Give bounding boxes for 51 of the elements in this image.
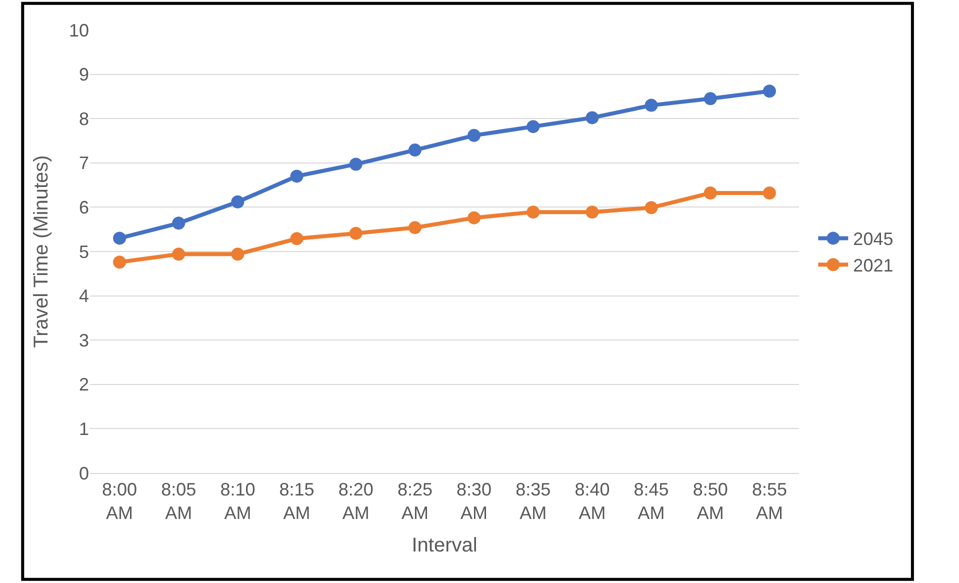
point bbox=[468, 128, 481, 142]
x-tick-label: 8:50 AM bbox=[692, 480, 728, 523]
x-tick-label: 8:45 AM bbox=[634, 480, 669, 523]
point bbox=[644, 201, 658, 214]
x-tick-label: 8:25 AM bbox=[397, 480, 432, 523]
point bbox=[586, 111, 599, 124]
y-tick-label: 7 bbox=[78, 153, 89, 174]
x-tick-label: 8:00 AM bbox=[102, 480, 138, 523]
y-tick-label: 10 bbox=[68, 20, 89, 40]
x-tick-label: 8:30 AM bbox=[456, 480, 492, 523]
point bbox=[172, 216, 186, 230]
x-axis-title: Interval bbox=[412, 534, 478, 556]
point bbox=[349, 158, 362, 171]
point bbox=[526, 206, 540, 219]
point bbox=[113, 256, 126, 269]
y-tick-label: 3 bbox=[78, 330, 89, 350]
y-tick-label: 9 bbox=[78, 64, 89, 85]
point bbox=[762, 186, 776, 200]
point bbox=[408, 221, 422, 234]
y-tick-label: 4 bbox=[78, 286, 89, 306]
y-tick-label: 6 bbox=[78, 198, 89, 218]
point bbox=[172, 248, 186, 261]
point bbox=[704, 92, 717, 106]
y-tick-label: 1 bbox=[78, 419, 89, 439]
y-tick-label: 8 bbox=[78, 108, 89, 129]
x-tick-label: 8:40 AM bbox=[574, 480, 610, 523]
point bbox=[586, 206, 599, 219]
y-tick-label: 2 bbox=[78, 374, 89, 395]
point bbox=[231, 248, 244, 261]
legend-label: 2045 bbox=[853, 229, 894, 250]
point bbox=[644, 98, 658, 112]
x-tick-label: 8:55 AM bbox=[752, 480, 787, 523]
point bbox=[704, 186, 717, 200]
x-tick-label: 8:15 AM bbox=[279, 480, 314, 523]
point bbox=[113, 232, 126, 245]
y-tick-label: 5 bbox=[78, 242, 89, 262]
point bbox=[526, 120, 540, 134]
x-tick-label: 8:10 AM bbox=[220, 480, 256, 523]
y-axis-title: Travel Time (Minutes) bbox=[30, 155, 52, 348]
point bbox=[408, 144, 422, 157]
legend-label: 2021 bbox=[853, 256, 894, 276]
x-tick-label: 8:35 AM bbox=[516, 480, 551, 523]
y-tick-label: 0 bbox=[78, 463, 89, 484]
point bbox=[290, 170, 304, 183]
x-tick-label: 8:20 AM bbox=[338, 480, 374, 523]
point bbox=[231, 195, 244, 208]
point bbox=[762, 84, 776, 98]
point bbox=[290, 232, 304, 246]
x-tick-label: 8:05 AM bbox=[161, 480, 196, 523]
point bbox=[468, 211, 481, 224]
point bbox=[349, 226, 362, 240]
